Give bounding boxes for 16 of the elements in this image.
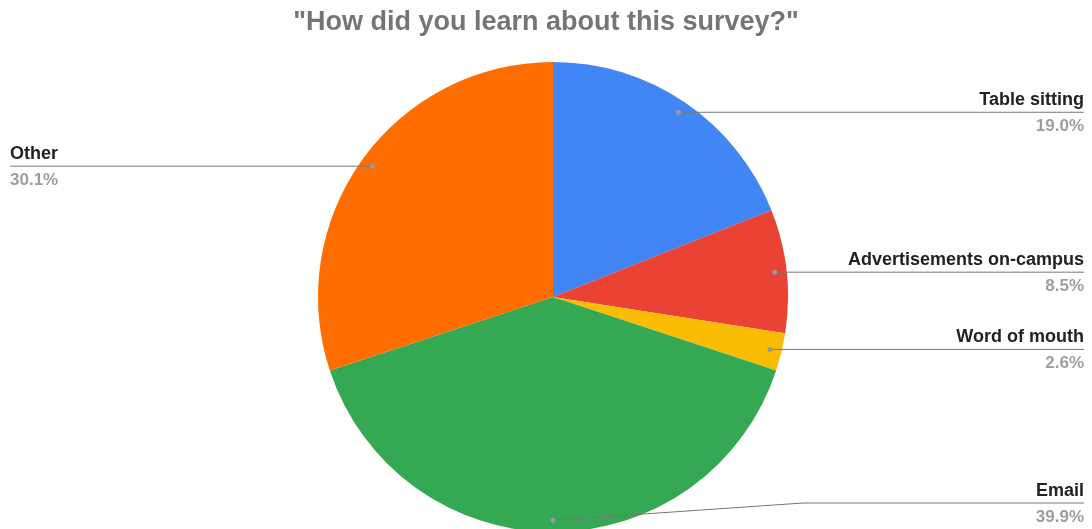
data-label: 19.0%	[1035, 116, 1084, 136]
data-label: 2.6%	[1045, 353, 1084, 373]
pie-slice	[329, 297, 777, 529]
slice-label: Other	[10, 143, 59, 164]
slice-label: Word of mouth	[956, 326, 1084, 347]
data-label: 8.5%	[1045, 276, 1084, 296]
pie-slice	[553, 62, 772, 297]
slice-label: Advertisements on-campus	[847, 249, 1084, 270]
slice-label: Table sitting	[979, 89, 1084, 110]
pie-slice	[553, 297, 786, 371]
pie-slice	[553, 210, 788, 334]
slice-label: Email	[1035, 480, 1084, 500]
chart-title: "How did you learn about this survey?"	[292, 6, 800, 37]
data-label: 39.9%	[1035, 507, 1084, 526]
data-label: 30.1%	[10, 170, 59, 190]
pie-slice	[318, 62, 553, 371]
